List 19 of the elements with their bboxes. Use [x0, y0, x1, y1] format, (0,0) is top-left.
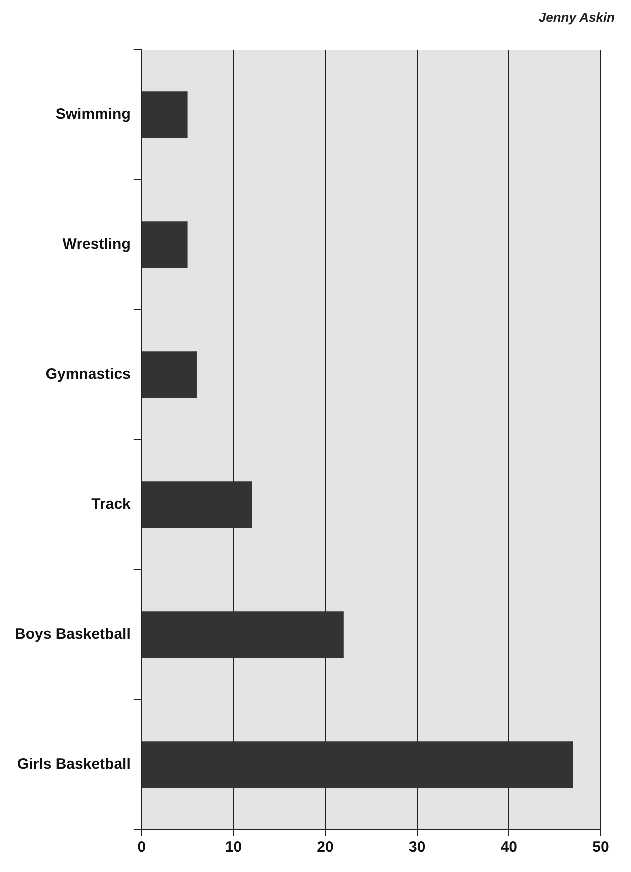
y-tick-label: Track [92, 496, 132, 514]
bar [142, 92, 188, 138]
x-tick-label: 40 [500, 839, 518, 856]
bar [142, 352, 197, 398]
x-tick-label: 20 [317, 839, 334, 856]
y-tick-label: Wrestling [62, 236, 131, 254]
y-tick-label: Boys Basketball [14, 626, 131, 644]
x-tick-label: 30 [409, 839, 426, 856]
bar [142, 222, 188, 268]
x-tick-label: 0 [138, 839, 146, 856]
bar [142, 612, 344, 658]
y-tick-label: Gymnastics [46, 366, 131, 384]
y-tick-label: Girls Basketball [17, 756, 131, 774]
text: Jenny Askin [538, 10, 616, 26]
x-tick-label: 10 [225, 839, 242, 856]
bar [142, 742, 574, 788]
x-tick-label: 50 [592, 839, 610, 856]
bar [142, 482, 252, 528]
y-tick-label: Swimming [56, 106, 131, 124]
